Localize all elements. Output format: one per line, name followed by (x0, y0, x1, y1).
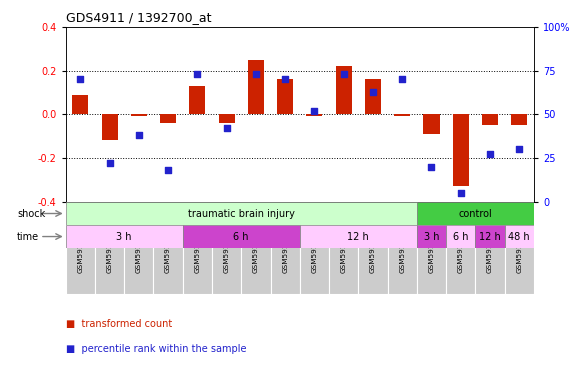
Text: GSM591750: GSM591750 (399, 228, 405, 273)
Bar (95, 227, 124, 294)
Bar (505, 227, 534, 294)
Bar (307, 114, 323, 116)
Bar (388, 227, 417, 294)
Point (251, 71, 260, 77)
Text: 3 h: 3 h (116, 232, 132, 242)
Text: GSM591753: GSM591753 (487, 228, 493, 273)
Bar (124, 227, 154, 294)
Bar (417, 227, 446, 294)
Bar (102, 114, 118, 141)
Point (485, 151, 494, 157)
Point (368, 88, 377, 94)
Text: GSM591748: GSM591748 (341, 228, 347, 273)
Bar (300, 225, 417, 248)
Bar (446, 225, 475, 248)
Bar (417, 225, 446, 248)
Bar (475, 227, 505, 294)
Text: ■  transformed count: ■ transformed count (66, 319, 172, 329)
Text: 12 h: 12 h (479, 232, 501, 242)
Text: GSM591749: GSM591749 (370, 228, 376, 273)
Bar (417, 202, 534, 225)
Point (280, 76, 289, 83)
Bar (394, 114, 410, 116)
Bar (66, 225, 183, 248)
Bar (241, 227, 271, 294)
Point (222, 125, 231, 131)
Point (193, 71, 202, 77)
Point (310, 108, 319, 114)
Bar (475, 225, 505, 248)
Text: GDS4911 / 1392700_at: GDS4911 / 1392700_at (66, 11, 211, 24)
Text: GSM591754: GSM591754 (516, 228, 522, 273)
Bar (219, 114, 235, 123)
Text: GSM591752: GSM591752 (458, 228, 464, 273)
Text: traumatic brain injury: traumatic brain injury (188, 209, 295, 218)
Bar (66, 202, 417, 225)
Point (397, 76, 407, 83)
Text: GSM591746: GSM591746 (282, 228, 288, 273)
Bar (359, 227, 388, 294)
Point (134, 132, 143, 138)
Bar (271, 227, 300, 294)
Bar (154, 227, 183, 294)
Bar (446, 227, 475, 294)
Point (514, 146, 524, 152)
Bar (160, 114, 176, 123)
Bar (300, 227, 329, 294)
Point (456, 190, 465, 196)
Bar (329, 227, 359, 294)
Bar (131, 114, 147, 116)
Bar (183, 227, 212, 294)
Text: 3 h: 3 h (424, 232, 439, 242)
Point (76, 76, 85, 83)
Bar (511, 114, 527, 125)
Text: 48 h: 48 h (508, 232, 530, 242)
Text: 6 h: 6 h (453, 232, 468, 242)
Point (427, 164, 436, 170)
Bar (183, 225, 300, 248)
Point (339, 71, 348, 77)
Bar (336, 66, 352, 114)
Bar (453, 114, 469, 186)
Text: GSM591740: GSM591740 (107, 228, 112, 273)
Bar (73, 94, 89, 114)
Text: ■  percentile rank within the sample: ■ percentile rank within the sample (66, 344, 246, 354)
Bar (248, 60, 264, 114)
Bar (365, 79, 381, 114)
Text: GSM591751: GSM591751 (428, 228, 435, 273)
Bar (66, 227, 95, 294)
Text: GSM591744: GSM591744 (224, 228, 230, 273)
Text: time: time (17, 232, 39, 242)
Text: GSM591743: GSM591743 (194, 228, 200, 273)
Text: GSM591742: GSM591742 (165, 228, 171, 273)
Bar (277, 79, 293, 114)
Bar (424, 114, 440, 134)
Point (163, 167, 172, 173)
Text: shock: shock (17, 209, 45, 218)
Text: 6 h: 6 h (234, 232, 249, 242)
Bar (482, 114, 498, 125)
Text: GSM591739: GSM591739 (77, 228, 83, 273)
Text: GSM591745: GSM591745 (253, 228, 259, 273)
Bar (190, 86, 206, 114)
Text: control: control (459, 209, 492, 218)
Point (105, 160, 114, 166)
Text: GSM591741: GSM591741 (136, 228, 142, 273)
Text: 12 h: 12 h (347, 232, 369, 242)
Bar (505, 225, 534, 248)
Bar (212, 227, 241, 294)
Text: GSM591747: GSM591747 (311, 228, 317, 273)
